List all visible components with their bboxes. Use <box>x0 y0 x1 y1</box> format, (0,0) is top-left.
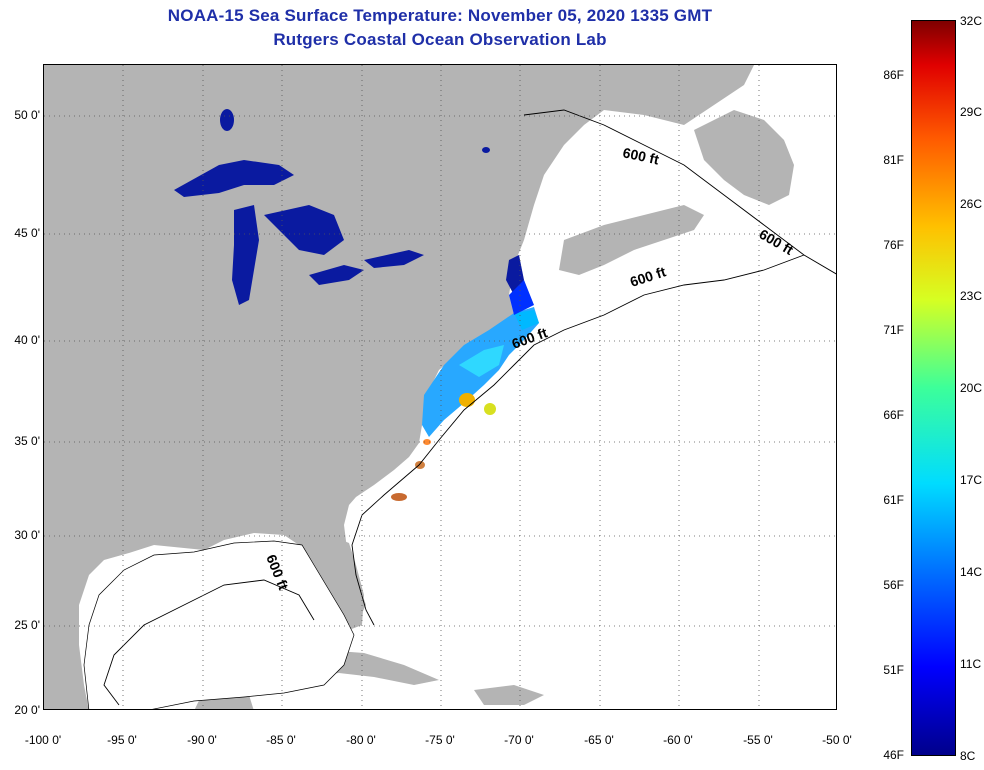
lon-label: -60 0' <box>663 733 693 747</box>
lat-label: 35 0' <box>14 434 40 448</box>
lat-label: 20 0' <box>14 703 40 717</box>
lon-label: -75 0' <box>425 733 455 747</box>
map-subtitle: Rutgers Coastal Ocean Observation Lab <box>273 30 607 49</box>
temperature-colorbar <box>911 20 956 756</box>
colorbar-f-label: 81F <box>883 153 904 167</box>
lat-label: 50 0' <box>14 108 40 122</box>
colorbar-c-label: 11C <box>960 657 982 671</box>
colorbar-f-label: 46F <box>883 748 904 762</box>
colorbar-c-label: 32C <box>960 14 983 28</box>
isobath-label: 600 ft <box>757 226 797 258</box>
land-nova-scotia <box>559 205 704 275</box>
isobath-label: 600 ft <box>628 263 668 290</box>
lon-label: -50 0' <box>822 733 852 747</box>
colorbar-f-label: 71F <box>883 323 904 337</box>
colorbar-c-label: 14C <box>960 565 983 579</box>
land-newfoundland <box>694 110 794 205</box>
land-florida <box>299 535 364 630</box>
lat-label: 25 0' <box>14 618 40 632</box>
colorbar-c-label: 8C <box>960 749 976 763</box>
colorbar-f-label: 56F <box>883 578 904 592</box>
isobath-label: 600 ft <box>621 144 660 167</box>
colorbar-f-label: 61F <box>883 493 904 507</box>
gulf-of-mexico <box>83 540 355 709</box>
land-north-america <box>44 65 754 709</box>
colorbar-c-label: 17C <box>960 473 983 487</box>
lon-label: -90 0' <box>187 733 217 747</box>
colorbar-f-label: 86F <box>883 68 904 82</box>
colorbar-c-label: 29C <box>960 105 983 119</box>
lon-label: -55 0' <box>743 733 773 747</box>
colorbar-f-label: 66F <box>883 408 904 422</box>
lat-label: 40 0' <box>14 333 40 347</box>
lon-label: -100 0' <box>24 733 62 747</box>
lon-label: -85 0' <box>266 733 296 747</box>
lon-label: -70 0' <box>504 733 534 747</box>
lon-label: -95 0' <box>107 733 137 747</box>
land-hispaniola <box>474 685 544 705</box>
map-canvas: 600 ft 600 ft 600 ft 600 ft 600 ft <box>44 65 836 709</box>
lakes <box>174 109 524 305</box>
colorbar-c-label: 26C <box>960 197 983 211</box>
colorbar-f-label: 76F <box>883 238 904 252</box>
colorbar-f-label: 51F <box>883 663 904 677</box>
map-title: NOAA-15 Sea Surface Temperature: Novembe… <box>167 6 713 25</box>
colorbar-c-label: 20C <box>960 381 983 395</box>
sst-map: 600 ft 600 ft 600 ft 600 ft 600 ft <box>43 64 837 710</box>
isobath-600ft <box>103 109 836 706</box>
lat-label: 30 0' <box>14 528 40 542</box>
colorbar-c-label: 23C <box>960 289 983 303</box>
lat-label: 45 0' <box>14 226 40 240</box>
lon-label: -80 0' <box>346 733 376 747</box>
lon-label: -65 0' <box>584 733 614 747</box>
